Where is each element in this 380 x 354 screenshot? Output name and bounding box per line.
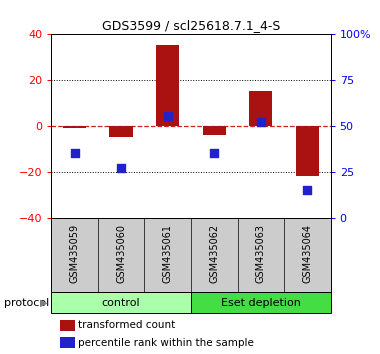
Text: GSM435062: GSM435062 <box>209 224 219 283</box>
Point <box>118 165 124 171</box>
Text: GSM435061: GSM435061 <box>163 224 173 282</box>
Bar <box>191 292 331 313</box>
Bar <box>249 91 272 126</box>
Bar <box>51 292 191 313</box>
Text: percentile rank within the sample: percentile rank within the sample <box>78 338 254 348</box>
Text: Eset depletion: Eset depletion <box>221 298 301 308</box>
Bar <box>296 126 319 176</box>
Text: GSM435063: GSM435063 <box>256 224 266 282</box>
Text: GSM435064: GSM435064 <box>302 224 312 282</box>
Bar <box>156 45 179 126</box>
Text: ▶: ▶ <box>40 298 48 308</box>
Bar <box>109 126 133 137</box>
Point <box>165 114 171 119</box>
Text: transformed count: transformed count <box>78 320 175 330</box>
Text: GSM435060: GSM435060 <box>116 224 126 282</box>
Title: GDS3599 / scl25618.7.1_4-S: GDS3599 / scl25618.7.1_4-S <box>102 19 280 33</box>
Bar <box>60 320 75 331</box>
Point <box>71 150 78 156</box>
Point <box>211 150 217 156</box>
Bar <box>203 126 226 135</box>
Text: control: control <box>102 298 141 308</box>
Bar <box>60 337 75 348</box>
Text: GSM435059: GSM435059 <box>70 224 79 283</box>
Text: protocol: protocol <box>4 298 49 308</box>
Bar <box>63 126 86 128</box>
Point <box>304 187 310 193</box>
Point <box>258 119 264 125</box>
